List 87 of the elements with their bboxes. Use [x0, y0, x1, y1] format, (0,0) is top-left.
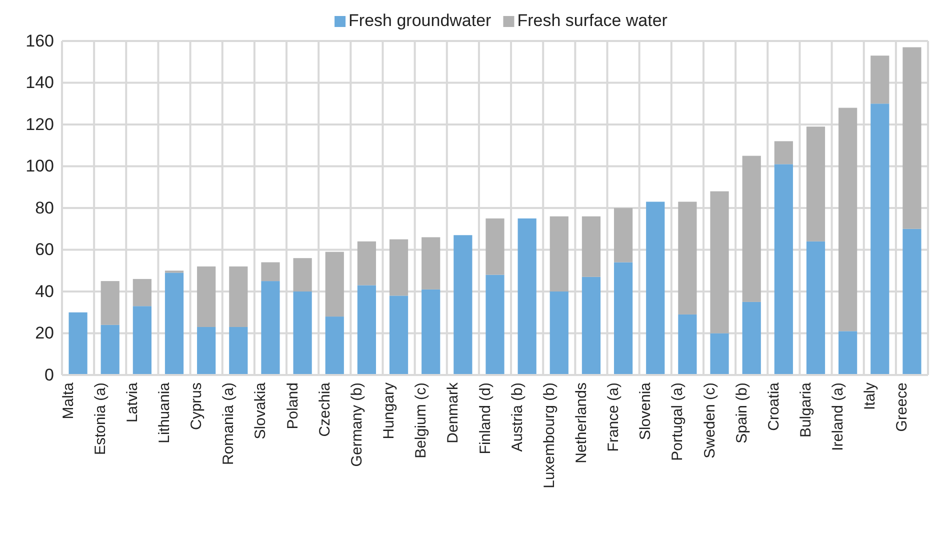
bar — [870, 56, 890, 104]
y-tick-label: 160 — [26, 31, 54, 50]
bar — [389, 296, 408, 375]
bar — [742, 302, 761, 375]
bar — [293, 258, 312, 292]
bar — [550, 292, 568, 375]
bar — [582, 216, 601, 277]
x-tick-label: Croatia — [765, 382, 782, 431]
y-tick-label: 140 — [26, 73, 54, 92]
bar — [132, 278, 152, 306]
bar — [261, 281, 280, 375]
bar — [678, 202, 697, 314]
x-tick-label: Germany (b) — [348, 382, 366, 467]
bar — [422, 289, 440, 375]
bar — [614, 208, 633, 262]
x-tick-label: Romania (a) — [220, 382, 238, 466]
bar — [838, 331, 858, 375]
bar — [614, 262, 633, 375]
bar — [229, 266, 248, 327]
y-tick-label: 40 — [35, 282, 54, 301]
bar — [902, 228, 922, 375]
x-tick-label: Latvia — [124, 382, 141, 423]
x-tick-label: Slovenia — [637, 382, 654, 440]
x-tick-label: Belgium (c) — [412, 382, 430, 458]
x-tick-label: Portugal (a) — [669, 382, 686, 461]
bar — [100, 324, 120, 375]
bar — [518, 218, 536, 375]
bar — [68, 312, 88, 375]
bar — [261, 262, 280, 282]
bar — [710, 333, 729, 375]
y-tick-label: 100 — [26, 156, 54, 176]
bar — [486, 274, 504, 375]
bar — [774, 141, 793, 164]
x-tick-label: Bulgaria — [797, 382, 814, 438]
bar — [742, 156, 761, 302]
x-tick-label: Spain (b) — [733, 382, 750, 444]
x-tick-label: Luxembourg (b) — [540, 382, 558, 488]
bar — [197, 326, 216, 375]
bar — [870, 104, 890, 375]
bar — [806, 126, 826, 242]
bar — [582, 276, 601, 375]
bar — [838, 108, 858, 332]
x-tick-label: Lithuania — [156, 382, 174, 444]
bar — [454, 235, 472, 375]
legend-label: Fresh surface water — [517, 11, 668, 30]
bar — [710, 191, 729, 334]
legend-label: Fresh groundwater — [348, 11, 492, 30]
y-tick-label: 20 — [35, 324, 54, 343]
x-tick-label: Poland — [284, 382, 302, 430]
x-tick-label: France (a) — [605, 382, 622, 452]
x-tick-label: Austria (b) — [508, 382, 526, 452]
x-tick-label: Malta — [60, 382, 77, 420]
y-tick-label: 80 — [35, 198, 54, 218]
x-tick-label: Czechia — [316, 382, 334, 437]
x-tick-label: Denmark — [444, 382, 462, 444]
bar — [774, 164, 793, 375]
x-tick-label: Cyprus — [188, 382, 206, 430]
bar — [357, 241, 376, 286]
bar — [646, 202, 665, 375]
bar — [486, 218, 504, 275]
bar — [357, 285, 376, 375]
y-tick-label: 120 — [26, 114, 54, 134]
bar — [550, 216, 568, 292]
bar — [422, 237, 440, 290]
x-tick-label: Greece — [894, 382, 911, 432]
x-tick-label: Slovakia — [252, 382, 270, 440]
x-tick-label: Hungary — [380, 382, 398, 440]
x-tick-label: Netherlands — [572, 382, 590, 464]
bar — [806, 241, 826, 375]
bar — [678, 314, 697, 375]
x-tick-label: Italy — [862, 382, 879, 410]
x-tick-label: Finland (d) — [476, 382, 494, 454]
bar — [100, 281, 120, 325]
x-tick-label: Sweden (c) — [701, 382, 718, 458]
x-tick-label: Ireland (a) — [830, 382, 847, 451]
x-tick-label: Estonia (a) — [92, 382, 109, 456]
y-tick-label: 0 — [44, 365, 54, 384]
y-tick-label: 60 — [35, 240, 54, 260]
bar — [325, 252, 344, 317]
bar — [164, 272, 184, 375]
bar — [229, 326, 248, 375]
bar — [132, 306, 152, 375]
bar — [902, 47, 922, 229]
bar — [325, 316, 344, 375]
bar — [293, 292, 312, 375]
bar — [389, 239, 408, 296]
bar — [197, 266, 216, 327]
